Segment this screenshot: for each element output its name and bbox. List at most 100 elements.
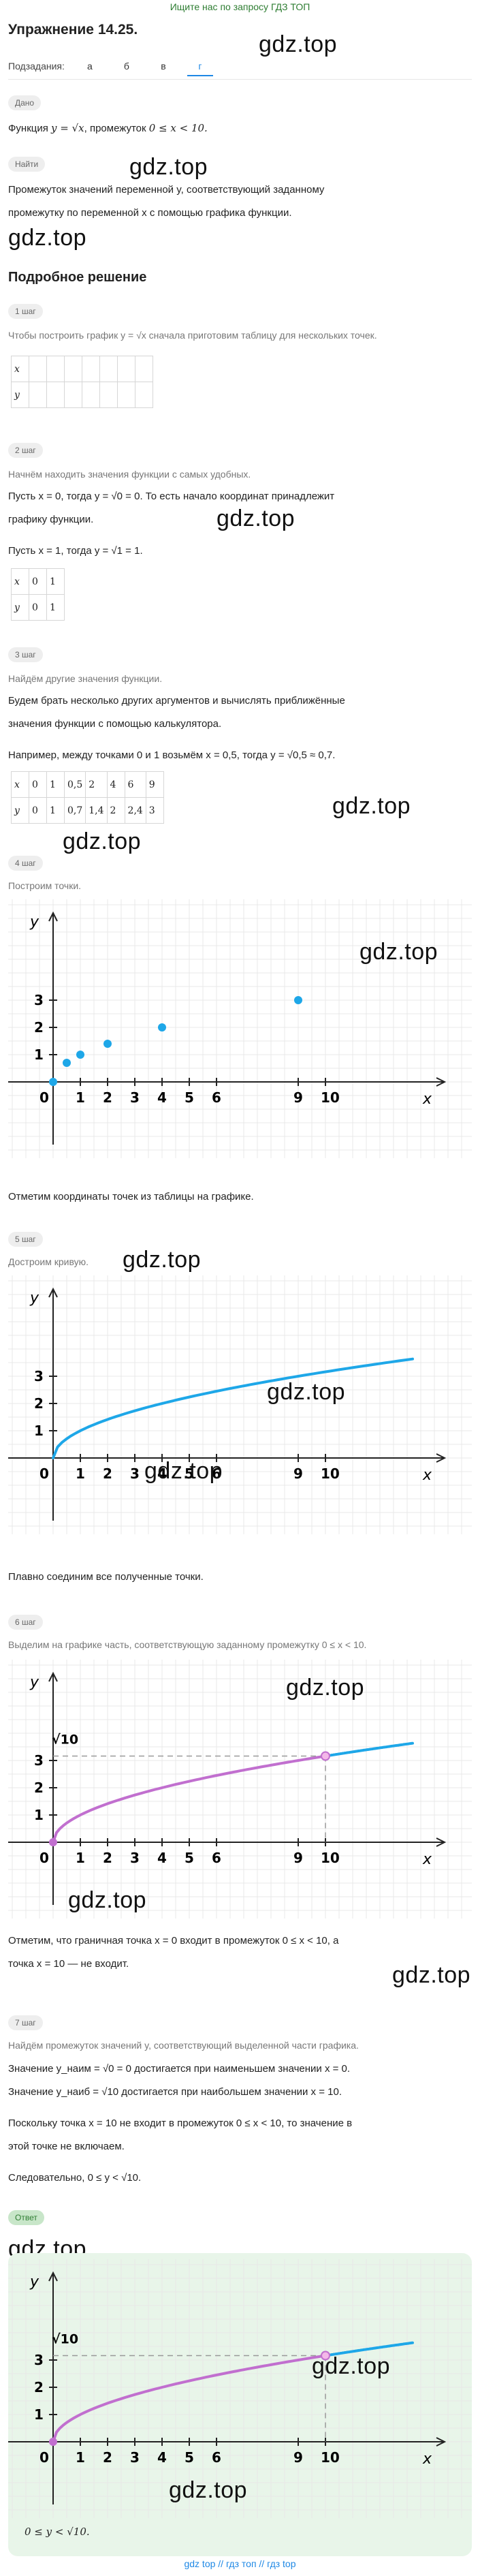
x-tick-label: 1 xyxy=(76,1850,85,1866)
table-cell: 2 xyxy=(85,771,108,798)
tab-g[interactable]: г xyxy=(187,56,213,76)
x-tick-label: 2 xyxy=(103,1465,112,1482)
y-tick-label: 1 xyxy=(34,1807,44,1823)
y-tick-label: 3 xyxy=(34,992,44,1008)
x-tick-label: 4 xyxy=(157,1465,167,1482)
y-axis-arrow xyxy=(48,911,58,922)
table-cell xyxy=(82,382,100,408)
step-3-line-2: значения функции с помощью калькулятора. xyxy=(8,718,222,730)
footer-links[interactable]: gdz top // гдз топ // гдз top xyxy=(184,2558,296,2569)
series-line-outside xyxy=(324,2341,414,2357)
x-tick-label: 6 xyxy=(212,1850,221,1866)
y-tick-label: 2 xyxy=(34,1780,44,1796)
table-cell xyxy=(135,382,153,408)
y-tick-label: 3 xyxy=(34,1368,44,1384)
watermark: gdz.top xyxy=(68,1887,147,1913)
step-4-intro: Построим точки. xyxy=(8,880,82,891)
y-axis-label: y xyxy=(29,2274,39,2291)
data-point xyxy=(158,1023,166,1031)
table-cell: y xyxy=(11,594,29,621)
series-line-outside xyxy=(324,1741,414,1758)
x-tick-label: 9 xyxy=(293,2449,303,2466)
step-5-intro: Достроим кривую. xyxy=(8,1256,89,1267)
data-point xyxy=(76,1051,84,1059)
x-tick-label: 3 xyxy=(130,1465,140,1482)
watermark: gdz.top xyxy=(392,1962,471,1988)
x-tick-label: 4 xyxy=(157,2449,167,2466)
tab-v[interactable]: в xyxy=(161,61,166,72)
y-axis-arrow xyxy=(48,1671,58,1682)
x-tick-label: 3 xyxy=(130,2449,140,2466)
step-2-table: x 0 1 y 0 1 xyxy=(11,568,65,621)
step-6-intro: Выделим на графике часть, соответствующу… xyxy=(8,1639,367,1650)
x-tick-label: 1 xyxy=(76,1465,85,1482)
y-tick-label: 3 xyxy=(34,2352,44,2368)
x-axis-label: x xyxy=(422,1091,432,1108)
y-tick-label: 2 xyxy=(34,2379,44,2395)
step-2-line-2: графику функции. xyxy=(8,514,94,525)
x-tick-label: 9 xyxy=(293,1850,303,1866)
x-axis-arrow xyxy=(436,1453,447,1463)
sqrt10-label: √10 xyxy=(52,1733,78,1748)
watermark: gdz.top xyxy=(144,1458,223,1484)
data-point xyxy=(49,1078,57,1086)
start-point xyxy=(49,1838,57,1846)
step-2-intro: Начнём находить значения функции с самых… xyxy=(8,469,251,480)
given-badge: Дано xyxy=(8,95,42,110)
y-axis-label: y xyxy=(29,914,39,931)
step-5-after: Плавно соединим все полученные точки. xyxy=(8,1571,204,1583)
y-axis-label: y xyxy=(29,1674,39,1691)
y-tick-label: 1 xyxy=(34,1423,44,1439)
end-point xyxy=(321,1751,330,1761)
given-prefix: Функция xyxy=(8,123,48,134)
table-cell: 6 xyxy=(124,771,146,798)
find-badge: Найти xyxy=(8,157,46,172)
answer-text: 0 ≤ y < √10. xyxy=(25,2521,472,2543)
y-tick-label: 1 xyxy=(34,2406,44,2423)
x-tick-label: 0 xyxy=(39,1850,49,1866)
step-7-line-2: Значение y_наиб = √10 достигается при на… xyxy=(8,2086,342,2098)
x-tick-label: 9 xyxy=(293,1089,303,1106)
watermark: gdz.top xyxy=(123,1247,202,1273)
table-cell: 2,4 xyxy=(124,797,146,824)
table-cell: 0,7 xyxy=(63,797,86,824)
find-line-1: Промежуток значений переменной y, соотве… xyxy=(8,184,325,196)
table-cell xyxy=(46,356,65,382)
table-cell xyxy=(46,382,65,408)
watermark: gdz.top xyxy=(129,154,208,180)
step-5-badge: 5 шаг xyxy=(8,1232,43,1247)
tab-a[interactable]: а xyxy=(87,61,93,72)
x-tick-label: 0 xyxy=(39,1465,49,1482)
end-point xyxy=(321,2350,330,2361)
x-axis-arrow xyxy=(436,1837,447,1847)
table-cell: 0 xyxy=(29,771,47,798)
x-tick-label: 10 xyxy=(321,1850,340,1866)
watermark: gdz.top xyxy=(217,506,295,531)
step-7-line-4: этой точке не включаем. xyxy=(8,2141,125,2152)
table-cell xyxy=(29,356,47,382)
series-line-highlight xyxy=(52,2354,327,2443)
x-tick-label: 9 xyxy=(293,1465,303,1482)
table-cell xyxy=(117,382,135,408)
watermark: gdz.top xyxy=(8,225,87,251)
step-1-badge: 1 шаг xyxy=(8,304,43,319)
top-banner[interactable]: Ищите нас по запросу ГДЗ ТОП xyxy=(170,1,310,12)
tab-b[interactable]: б xyxy=(123,61,129,72)
x-tick-label: 10 xyxy=(321,2449,340,2466)
given-text: Функция y = √x, промежуток 0 ≤ x < 10. xyxy=(8,117,472,140)
step-7-line-5: Следовательно, 0 ≤ y < √10. xyxy=(8,2172,142,2184)
table-cell xyxy=(82,356,100,382)
step-7-line-1: Значение y_наим = √0 = 0 достигается при… xyxy=(8,2063,351,2075)
y-tick-label: 1 xyxy=(34,1046,44,1063)
data-point xyxy=(294,996,302,1004)
x-tick-label: 6 xyxy=(212,1465,221,1482)
step-2-line-1: Пусть x = 0, тогда y = √0 = 0. То есть н… xyxy=(8,491,335,502)
step-1-table: x y xyxy=(11,356,153,408)
table-cell: 1 xyxy=(46,797,65,824)
table-cell xyxy=(117,356,135,382)
x-tick-label: 4 xyxy=(157,1089,167,1106)
x-tick-label: 4 xyxy=(157,1850,167,1866)
x-tick-label: 6 xyxy=(212,2449,221,2466)
subtasks-label: Подзадания: xyxy=(8,61,65,72)
